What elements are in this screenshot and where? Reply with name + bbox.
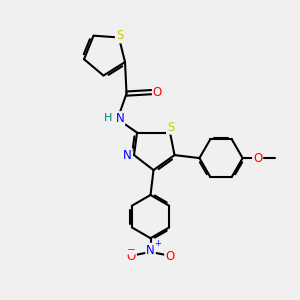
Text: S: S bbox=[116, 29, 123, 43]
Text: +: + bbox=[154, 239, 160, 248]
Text: S: S bbox=[167, 121, 174, 134]
Text: N: N bbox=[146, 244, 155, 257]
Text: −: − bbox=[127, 244, 136, 255]
Text: O: O bbox=[165, 250, 174, 263]
Text: O: O bbox=[253, 152, 262, 165]
Text: H: H bbox=[104, 113, 112, 124]
Text: N: N bbox=[123, 148, 132, 162]
Text: O: O bbox=[127, 250, 136, 263]
Text: O: O bbox=[153, 85, 162, 99]
Text: N: N bbox=[116, 112, 124, 125]
